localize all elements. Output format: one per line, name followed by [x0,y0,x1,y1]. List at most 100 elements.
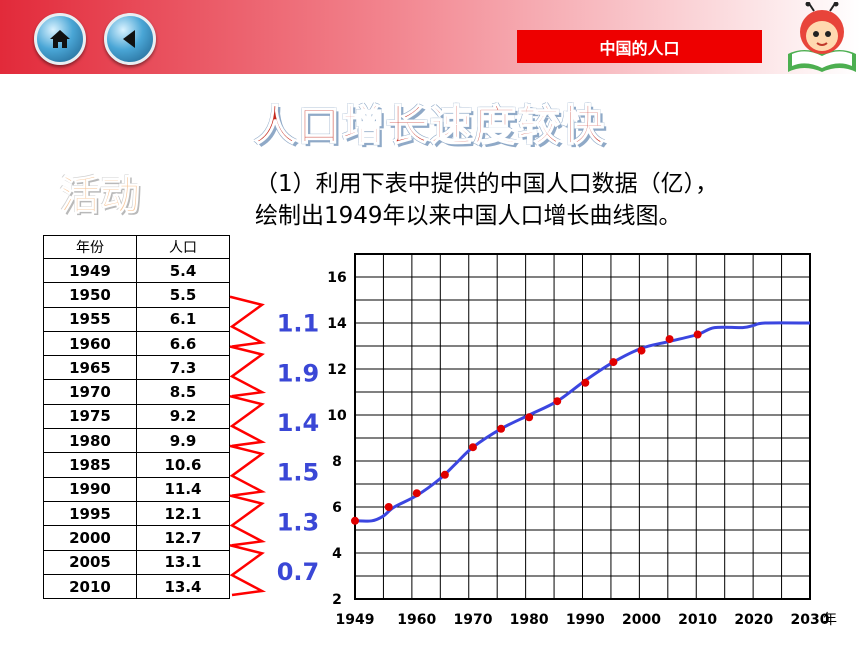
x-tick-label: 1949 [336,612,375,628]
chart-tick-labels: 2 4 6 8 10 12 14 16 1949 1960 1970 1980 1990 2000 2010… [327,270,837,628]
table-cell-population: 13.4 [136,573,230,600]
y-tick-label: 12 [327,362,346,378]
increment-bracket [229,494,267,547]
increment-bracket [229,394,267,448]
increment-label: 0.7 [277,558,320,586]
x-tick-label: 2010 [678,612,717,628]
table-row: 1965 7.3 [43,355,230,381]
data-point [497,424,506,433]
x-tick-label: 2030 [791,612,830,628]
data-point [384,503,393,511]
table-cell-population: 5.5 [136,282,230,308]
table-cell-year: 1980 [43,428,137,454]
table-cell-year: 1990 [43,476,137,502]
data-point [412,489,421,498]
table-cell-population: 6.6 [136,330,230,357]
table-row: 1960 6.6 [43,330,230,357]
x-tick-label: 1970 [453,612,492,628]
table-cell-population: 12.1 [136,500,230,527]
increment-label: 1.4 [277,409,320,437]
home-button[interactable] [34,13,86,65]
table-cell-population: 9.9 [136,428,230,454]
table-row: 2000 12.7 [43,525,230,551]
chart-series [351,321,811,525]
cartoon-mascot-book-icon [788,2,856,72]
table-row: 2010 13.4 [43,573,230,600]
table-row: 1985 10.6 [43,452,230,478]
table-cell-year: 1965 [43,355,137,381]
chart-grid [354,253,811,600]
increment-label: 1.9 [277,359,320,387]
y-tick-label: 8 [332,454,342,470]
table-cell-year: 1950 [43,282,137,308]
table-row: 1949 5.4 [43,257,230,284]
table-row: 1950 5.5 [43,282,230,308]
table-cell-population: 12.7 [136,525,230,551]
data-point [637,346,646,355]
x-tick-label: 2020 [734,612,773,628]
back-button[interactable] [104,13,156,65]
table-cell-population: 6.1 [136,306,230,332]
data-point [440,470,449,479]
page-title: 人口增长速度较快 [253,100,606,151]
increment-bracket [229,345,267,398]
table-cell-population: 10.6 [136,452,230,478]
increment-label: 1.3 [277,508,320,536]
table-cell-population: 9.2 [136,403,230,430]
data-point [351,516,359,525]
activity-label: 活动 [60,173,141,220]
table-cell-population: 11.4 [136,476,230,502]
table-row: 1975 9.2 [43,403,230,430]
x-tick-label: 1990 [566,612,605,628]
table-cell-population: 13.1 [136,549,230,575]
back-arrow-icon [123,30,135,48]
data-point [665,335,674,344]
data-point [525,413,534,422]
section-label[interactable]: 中国的人口 [517,30,762,63]
increment-label: 1.1 [277,310,320,338]
table-cell-year: 1970 [43,379,137,405]
y-tick-label: 2 [332,592,342,608]
y-tick-label: 16 [327,270,346,286]
increment-bracket [229,295,267,348]
data-point [581,378,590,387]
table-header-year: 年份 [43,235,137,259]
table-cell-year: 1949 [43,257,137,284]
table-cell-year: 1975 [43,403,137,430]
y-tick-label: 10 [327,408,347,424]
increment-label: 1.5 [277,459,320,487]
y-tick-label: 6 [332,500,342,516]
table-row: 1955 6.1 [43,306,230,332]
data-point [468,443,477,452]
data-point [693,330,702,339]
table-row: 1990 11.4 [43,476,230,502]
increment-bracket [229,544,267,597]
instruction-text: （1）利用下表中提供的中国人口数据（亿）， 绘制出1949年以来中国人口增长曲线… [255,168,845,232]
table-row: 1980 9.9 [43,428,230,454]
table-row: 1995 12.1 [43,500,230,527]
data-point [553,397,562,406]
table-cell-year: 1955 [43,306,137,332]
table-cell-year: 2000 [43,525,137,551]
x-tick-label: 2000 [622,612,661,628]
table-row: 1970 8.5 [43,379,230,405]
data-point [609,358,618,367]
increment-bracket [229,444,267,497]
x-unit-label: 年 [823,612,837,628]
increment-brackets: 1.1 1.9 1.4 1.5 1.3 0.7 [229,295,320,597]
table-cell-year: 1995 [43,500,137,527]
plot-frame [354,253,811,600]
instruction-line-1: （1）利用下表中提供的中国人口数据（亿）， [255,171,719,197]
y-tick-label: 14 [327,316,347,332]
table-cell-year: 1960 [43,330,137,357]
table-header-population: 人口 [136,235,230,259]
x-tick-label: 1980 [510,612,549,628]
table-cell-year: 1985 [43,452,137,478]
table-cell-population: 5.4 [136,257,230,284]
table-cell-population: 7.3 [136,355,230,381]
y-tick-label: 4 [332,546,342,562]
x-tick-label: 1960 [397,612,436,628]
table-cell-population: 8.5 [136,379,230,405]
instruction-line-2: 绘制出1949年以来中国人口增长曲线图。 [255,203,682,229]
